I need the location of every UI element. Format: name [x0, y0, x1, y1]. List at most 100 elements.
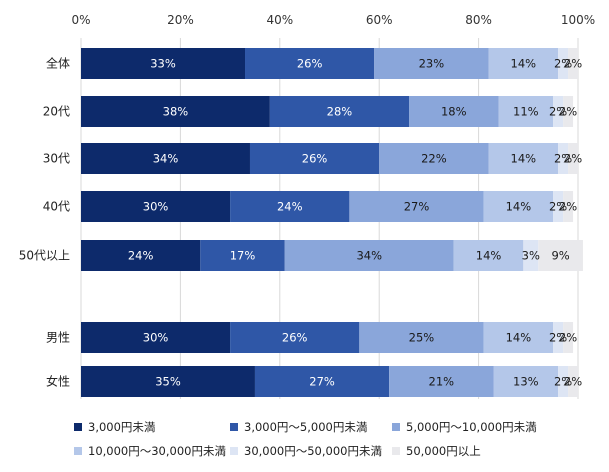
bar-segment — [488, 143, 559, 174]
bar-segment — [81, 48, 246, 79]
data-label: 35% — [155, 375, 181, 389]
bar-segment — [493, 366, 559, 397]
bar-segment — [269, 96, 410, 127]
bar-segment — [254, 366, 390, 397]
bar-segment — [568, 366, 578, 397]
x-tick-label: 40% — [266, 13, 293, 27]
legend-swatch — [74, 423, 82, 431]
category-label: 40代 — [43, 200, 70, 214]
bar-segment — [563, 96, 574, 127]
data-label: 14% — [506, 200, 532, 214]
category-label: 男性 — [46, 331, 70, 345]
data-label: 2% — [559, 105, 577, 119]
data-label: 2% — [559, 331, 577, 345]
data-label: 24% — [128, 249, 154, 263]
data-label: 28% — [327, 105, 353, 119]
bar-segment — [453, 240, 524, 271]
data-label: 2% — [549, 105, 567, 119]
bar-segment — [568, 143, 578, 174]
data-label: 2% — [564, 375, 582, 389]
data-label: 2% — [554, 57, 572, 71]
x-tick-label: 0% — [71, 13, 90, 27]
legend: 3,000円未満 3,000円～5,000円未満 5,000円～10,000円未満 1… — [74, 420, 537, 458]
data-label: 33% — [150, 57, 176, 71]
category-label: 女性 — [46, 374, 70, 389]
x-tick-label: 60% — [366, 13, 393, 27]
legend-label: 30,000円～50,000円未満 — [244, 444, 382, 458]
bar-segment — [200, 240, 285, 271]
data-label: 26% — [302, 152, 328, 166]
bar-segment — [245, 48, 375, 79]
x-axis-ticks: 0% 20% 40% 60% 80% 100% — [71, 13, 595, 27]
data-label: 3% — [522, 249, 540, 263]
bar-segment — [553, 191, 564, 222]
category-label: 全体 — [46, 56, 70, 71]
bar-segment — [523, 240, 539, 271]
legend-label: 3,000円未満 — [88, 420, 155, 434]
bar-segment — [230, 322, 360, 353]
bar-segment — [81, 366, 255, 397]
bar-segment — [498, 96, 554, 127]
data-label: 11% — [513, 105, 539, 119]
bar-segment — [81, 143, 250, 174]
data-label: 21% — [429, 375, 455, 389]
legend-swatch — [230, 423, 238, 431]
data-label: 14% — [511, 57, 537, 71]
data-label: 26% — [297, 57, 323, 71]
legend-label: 10,000円～30,000円未満 — [88, 444, 226, 458]
data-label: 14% — [476, 249, 502, 263]
bar-segment — [558, 143, 569, 174]
data-label: 26% — [282, 331, 308, 345]
data-label: 2% — [564, 152, 582, 166]
bar-segment — [230, 191, 350, 222]
bar-segment — [563, 191, 574, 222]
bar-segment — [558, 48, 569, 79]
bar-segment — [553, 322, 564, 353]
data-label: 38% — [163, 105, 189, 119]
bar-segment — [568, 48, 578, 79]
bar-segment — [409, 96, 499, 127]
legend-label: 50,000円以上 — [406, 444, 481, 458]
bars — [81, 48, 583, 397]
data-label: 2% — [549, 331, 567, 345]
bar-segment — [488, 48, 559, 79]
bar-segment — [284, 240, 454, 271]
data-label: 13% — [513, 375, 539, 389]
data-label: 27% — [309, 375, 335, 389]
data-label: 14% — [511, 152, 537, 166]
data-label: 18% — [441, 105, 467, 119]
category-label: 20代 — [43, 105, 70, 119]
bar-segment — [483, 322, 554, 353]
data-label: 14% — [506, 331, 532, 345]
data-label: 25% — [409, 331, 435, 345]
bar-segment — [389, 366, 494, 397]
x-tick-label: 80% — [465, 13, 492, 27]
data-label: 2% — [559, 200, 577, 214]
data-label: 2% — [549, 200, 567, 214]
data-label: 23% — [419, 57, 445, 71]
legend-label: 5,000円～10,000円未満 — [406, 420, 537, 434]
data-label: 9% — [551, 249, 569, 263]
x-tick-label: 20% — [167, 13, 194, 27]
legend-label: 3,000円～5,000円未満 — [244, 420, 367, 434]
bar-segment — [563, 322, 574, 353]
bar-segment — [379, 143, 489, 174]
data-label: 2% — [564, 57, 582, 71]
legend-swatch — [230, 447, 238, 455]
data-label: 34% — [356, 249, 382, 263]
bar-segment — [81, 96, 270, 127]
bar-segment — [553, 96, 564, 127]
bar-segment — [349, 191, 484, 222]
data-label: 34% — [153, 152, 179, 166]
bar-segment — [359, 322, 484, 353]
bar-segment — [81, 322, 231, 353]
category-label: 30代 — [43, 152, 70, 166]
data-labels: 33% 26% 23% 14% 2%2%38% 28% 18% 11% 2%2%34% 26% 22… — [128, 57, 582, 389]
bar-segment — [81, 191, 231, 222]
bar-segment — [558, 366, 569, 397]
data-label: 2% — [554, 375, 572, 389]
bar-segment — [249, 143, 380, 174]
data-label: 2% — [554, 152, 572, 166]
bar-segment — [81, 240, 201, 271]
legend-swatch — [74, 447, 82, 455]
